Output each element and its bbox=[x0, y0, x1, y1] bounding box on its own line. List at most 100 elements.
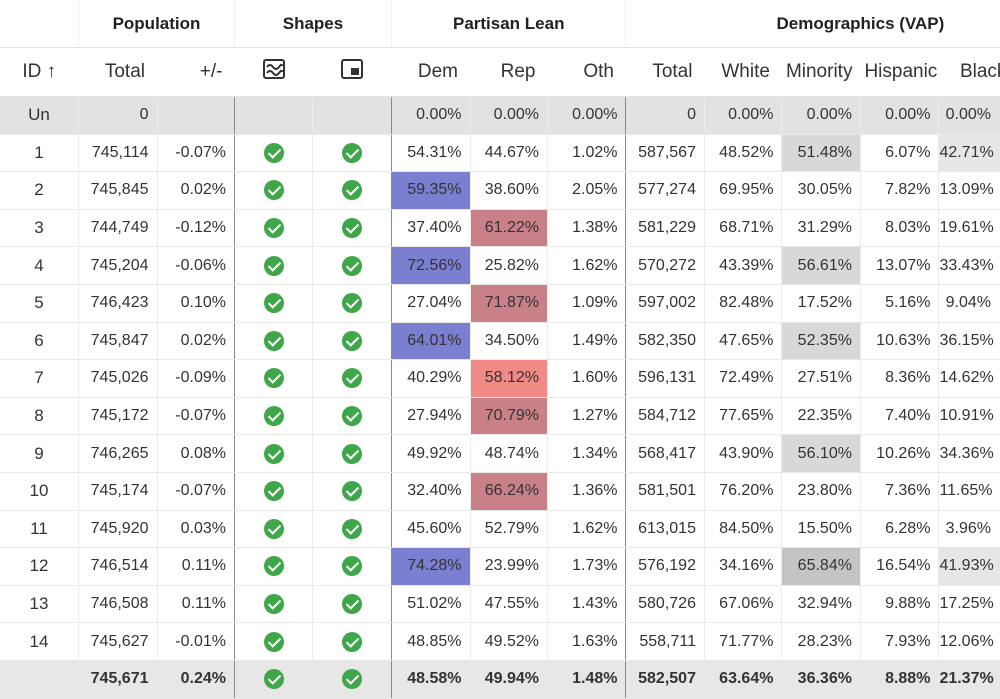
cell-total: 744,749 bbox=[78, 209, 158, 248]
cell-black: 42.71% bbox=[938, 134, 1000, 173]
column-header-vap-total[interactable]: Total bbox=[625, 47, 705, 97]
cell-compactness bbox=[312, 359, 392, 398]
cell-deviation: 0.02% bbox=[157, 171, 235, 210]
check-circle-icon bbox=[342, 180, 363, 201]
district-row[interactable]: 10 745,174 -0.07% 32.40% 66.24% 1.36% 581,501 7… bbox=[0, 472, 1000, 511]
cell-minority: 23.80% bbox=[781, 472, 861, 511]
cell-contiguity bbox=[234, 359, 314, 398]
cell-contiguity bbox=[234, 284, 314, 323]
cell-compactness bbox=[312, 547, 392, 586]
cell-black: 9.04% bbox=[938, 284, 1000, 323]
column-header-hispanic[interactable]: Hispanic bbox=[860, 47, 939, 97]
district-row[interactable]: 11 745,920 0.03% 45.60% 52.79% 1.62% 613,015 84… bbox=[0, 510, 1000, 549]
district-row[interactable]: 1 745,114 -0.07% 54.31% 44.67% 1.02% 587,567 48… bbox=[0, 134, 1000, 173]
unassigned-row[interactable]: Un 0 0.00% 0.00% 0.00% 0 0.00% 0.00% 0.0… bbox=[0, 96, 1000, 135]
column-header-contiguity[interactable] bbox=[234, 47, 313, 97]
cell-oth: 0.00% bbox=[547, 96, 627, 135]
cell-minority: 17.52% bbox=[781, 284, 861, 323]
check-circle-icon bbox=[263, 255, 284, 276]
cell-minority: 51.48% bbox=[781, 134, 861, 173]
cell-black: 3.96% bbox=[938, 510, 1000, 549]
check-circle-icon bbox=[342, 556, 363, 577]
column-header-compactness[interactable] bbox=[312, 47, 392, 97]
cell-oth: 1.60% bbox=[547, 359, 627, 398]
cell-white: 43.39% bbox=[704, 246, 783, 285]
district-row[interactable]: 3 744,749 -0.12% 37.40% 61.22% 1.38% 581,229 68… bbox=[0, 209, 1000, 248]
cell-deviation: -0.01% bbox=[157, 622, 235, 661]
cell-vap-total: 570,272 bbox=[625, 246, 705, 285]
district-row[interactable]: 8 745,172 -0.07% 27.94% 70.79% 1.27% 584,712 77… bbox=[0, 397, 1000, 436]
cell-white: 77.65% bbox=[704, 397, 783, 436]
cell-black: 41.93% bbox=[938, 547, 1000, 586]
cell-total: 745,114 bbox=[78, 134, 158, 173]
cell-deviation: -0.07% bbox=[157, 472, 235, 511]
cell-deviation: 0.11% bbox=[157, 585, 235, 624]
cell-black: 0.00% bbox=[938, 96, 1000, 135]
cell-id: 9 bbox=[0, 434, 79, 473]
district-row[interactable]: 13 746,508 0.11% 51.02% 47.55% 1.43% 580,726 67… bbox=[0, 585, 1000, 624]
column-header-white[interactable]: White bbox=[704, 47, 782, 97]
district-row[interactable]: 6 745,847 0.02% 64.01% 34.50% 1.49% 582,350 47.… bbox=[0, 322, 1000, 361]
cell-hispanic: 7.40% bbox=[860, 397, 940, 436]
cell-vap-total: 582,350 bbox=[625, 322, 705, 361]
group-header-shapes: Shapes bbox=[234, 0, 393, 48]
cell-compactness bbox=[312, 660, 392, 699]
cell-black: 19.61% bbox=[938, 209, 1000, 248]
cell-oth: 1.48% bbox=[547, 660, 627, 699]
cell-compactness bbox=[312, 96, 392, 135]
check-circle-icon bbox=[342, 255, 363, 276]
district-rows: Un 0 0.00% 0.00% 0.00% 0 0.00% 0.00% 0.0… bbox=[0, 96, 1000, 699]
column-header-deviation[interactable]: +/- bbox=[157, 47, 235, 97]
check-circle-icon bbox=[342, 406, 363, 427]
district-row[interactable]: 5 746,423 0.10% 27.04% 71.87% 1.09% 597,002 82.… bbox=[0, 284, 1000, 323]
cell-compactness bbox=[312, 209, 392, 248]
cell-id bbox=[0, 660, 79, 699]
cell-hispanic: 7.93% bbox=[860, 622, 940, 661]
district-row[interactable]: 9 746,265 0.08% 49.92% 48.74% 1.34% 568,417 43.… bbox=[0, 434, 1000, 473]
cell-minority: 28.23% bbox=[781, 622, 861, 661]
cell-total: 745,627 bbox=[78, 622, 158, 661]
district-row[interactable]: 2 745,845 0.02% 59.35% 38.60% 2.05% 577,274 69.… bbox=[0, 171, 1000, 210]
cell-dem: 72.56% bbox=[391, 246, 471, 285]
cell-vap-total: 580,726 bbox=[625, 585, 705, 624]
cell-contiguity bbox=[234, 209, 314, 248]
column-header-rep[interactable]: Rep bbox=[470, 47, 548, 97]
column-header-row: ID ↑ Total +/- Dem Rep Oth Tot bbox=[0, 47, 1000, 97]
cell-dem: 64.01% bbox=[391, 322, 471, 361]
cell-minority: 15.50% bbox=[781, 510, 861, 549]
district-row[interactable]: 7 745,026 -0.09% 40.29% 58.12% 1.60% 596,131 72… bbox=[0, 359, 1000, 398]
column-header-oth[interactable]: Oth bbox=[547, 47, 626, 97]
column-header-id[interactable]: ID ↑ bbox=[0, 47, 79, 97]
district-row[interactable]: 14 745,627 -0.01% 48.85% 49.52% 1.63% 558,711 7… bbox=[0, 622, 1000, 661]
column-header-total[interactable]: Total bbox=[78, 47, 157, 97]
cell-minority: 30.05% bbox=[781, 171, 861, 210]
cell-black: 21.37% bbox=[938, 660, 1000, 699]
check-circle-icon bbox=[263, 406, 284, 427]
cell-vap-total: 587,567 bbox=[625, 134, 705, 173]
check-circle-icon bbox=[342, 218, 363, 239]
cell-white: 48.52% bbox=[704, 134, 783, 173]
cell-deviation: -0.09% bbox=[157, 359, 235, 398]
summary-row[interactable]: 745,671 0.24% 48.58% 49.94% 1.48% 582,507 63.6… bbox=[0, 660, 1000, 699]
column-header-black[interactable]: Black bbox=[938, 47, 1000, 97]
check-circle-icon bbox=[263, 368, 284, 389]
column-header-minority[interactable]: Minority bbox=[781, 47, 861, 97]
cell-contiguity bbox=[234, 171, 314, 210]
cell-id: 12 bbox=[0, 547, 79, 586]
cell-hispanic: 6.28% bbox=[860, 510, 940, 549]
district-row[interactable]: 4 745,204 -0.06% 72.56% 25.82% 1.62% 570,272 43… bbox=[0, 246, 1000, 285]
cell-contiguity bbox=[234, 134, 314, 173]
district-row[interactable]: 12 746,514 0.11% 74.28% 23.99% 1.73% 576,192 34… bbox=[0, 547, 1000, 586]
cell-total: 745,920 bbox=[78, 510, 158, 549]
column-header-dem[interactable]: Dem bbox=[391, 47, 470, 97]
cell-white: 47.65% bbox=[704, 322, 783, 361]
cell-contiguity bbox=[234, 434, 314, 473]
cell-oth: 1.27% bbox=[547, 397, 627, 436]
cell-hispanic: 13.07% bbox=[860, 246, 940, 285]
cell-rep: 44.67% bbox=[470, 134, 548, 173]
group-header-demographics: Demographics (VAP) bbox=[625, 0, 1000, 48]
cell-vap-total: 581,229 bbox=[625, 209, 705, 248]
cell-deviation: -0.07% bbox=[157, 397, 235, 436]
compactness-icon bbox=[341, 59, 364, 79]
check-circle-icon bbox=[342, 142, 363, 163]
